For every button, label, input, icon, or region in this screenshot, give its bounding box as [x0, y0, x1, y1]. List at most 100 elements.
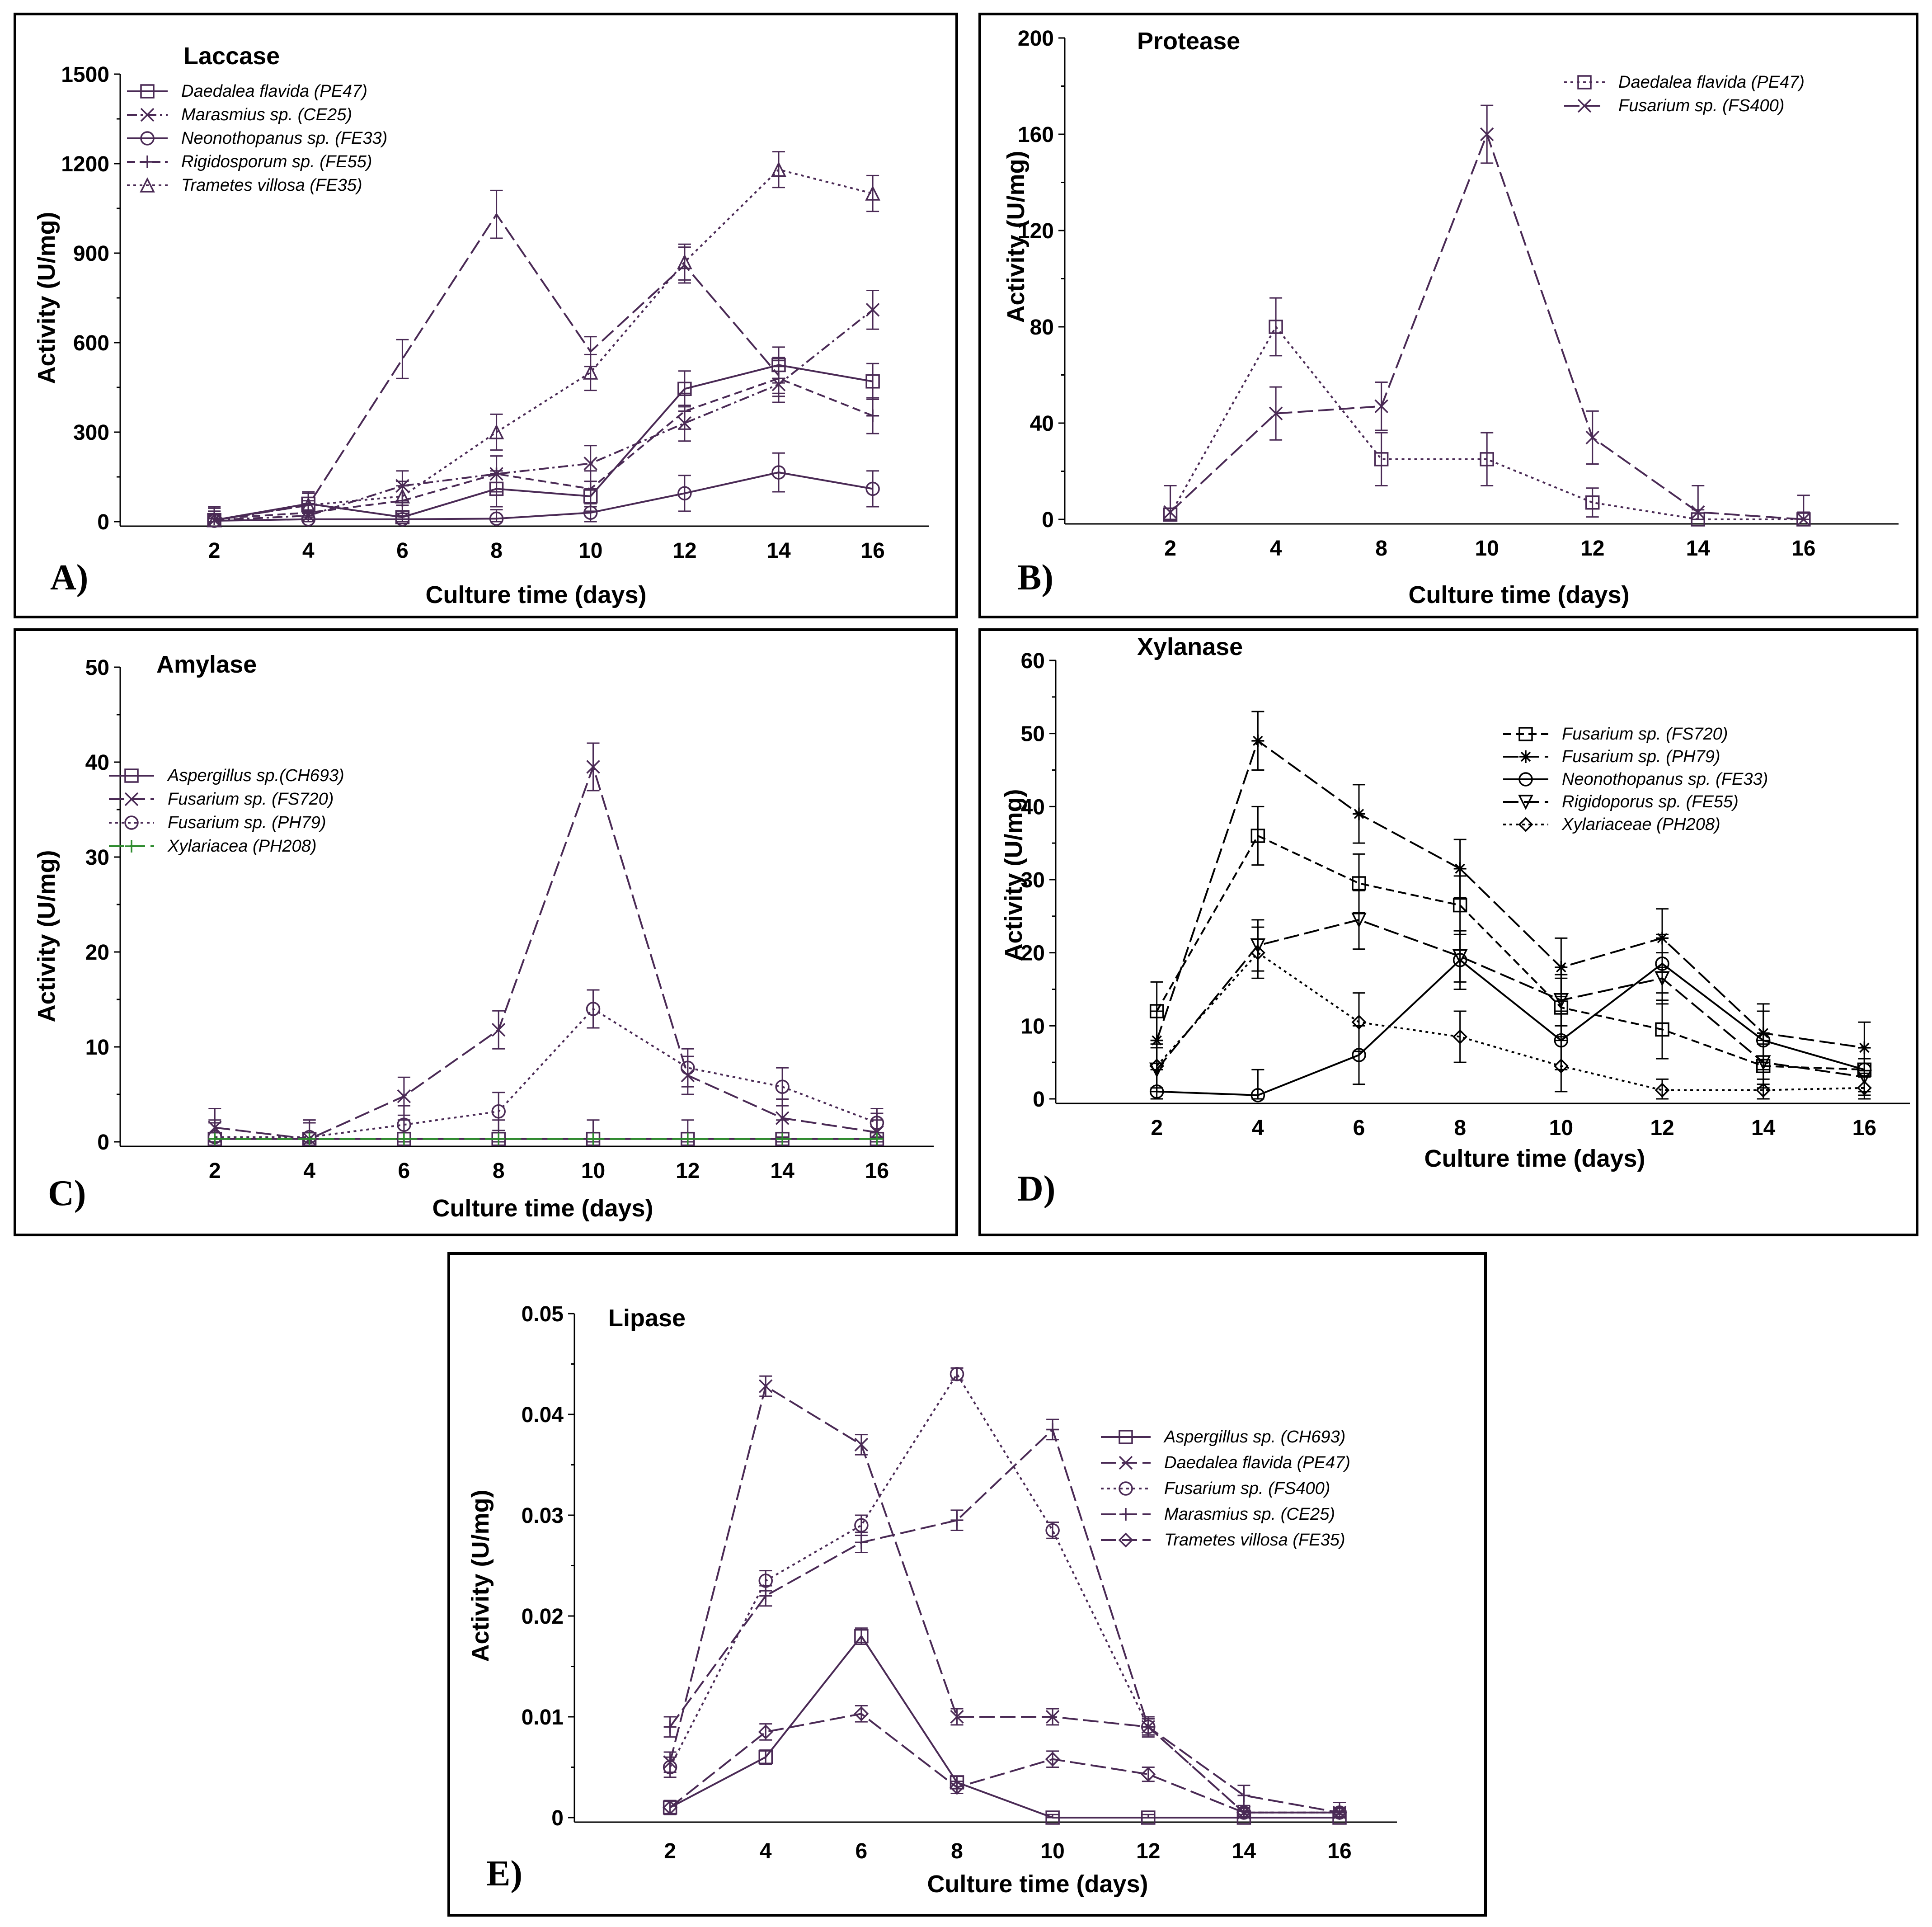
- legend-label: Fusarium sp. (PH79): [1562, 747, 1720, 766]
- data-point: [870, 1116, 884, 1130]
- legend-label: Fusarium sp. (PH79): [168, 813, 326, 832]
- series-trametes-villosa-fe35-: [663, 1705, 1347, 1820]
- legend-entry: Fusarium sp. (FS720): [1503, 725, 1728, 744]
- data-point: [395, 488, 410, 504]
- series-line: [1156, 834, 1865, 1071]
- error-bar: [1251, 806, 1264, 866]
- legend-label: Neonothopanus sp. (FE33): [181, 129, 387, 148]
- legend-entry: Fusarium sp. (PH79): [109, 813, 326, 832]
- data-point: [950, 1710, 964, 1724]
- data-point: [1142, 1720, 1155, 1734]
- chart-protease: 0 40 80 120 160 200 2 4 8 10 12 14 16 Protease Culture…: [1002, 27, 1899, 608]
- y-tick-label: 50: [85, 656, 109, 680]
- data-point: [1756, 1083, 1771, 1098]
- error-bar: [1555, 1040, 1568, 1093]
- data-point: [1655, 1083, 1670, 1098]
- data-point: [681, 1132, 694, 1145]
- error-bar: [1453, 930, 1467, 983]
- data-point: [584, 482, 597, 495]
- error-bar: [772, 151, 785, 188]
- legend-marker: [1119, 1481, 1133, 1496]
- data-point: [865, 185, 880, 201]
- x-tick-label: 4: [760, 1839, 772, 1863]
- data-point: [1045, 1523, 1060, 1538]
- panel-xylanase: 0 10 20 30 40 50 60 2 4 6 8 10 12 14 16 Xylanase Culture…: [978, 628, 1918, 1236]
- data-point: [771, 161, 786, 177]
- y-tick-label: 300: [73, 421, 109, 445]
- legend-label: Fusarium sp. (FS720): [168, 790, 334, 809]
- legend-label: Rigidosporum sp. (FE55): [181, 152, 372, 171]
- legend-marker: [1119, 1456, 1133, 1470]
- data-point: [950, 1780, 964, 1795]
- data-point: [491, 1022, 506, 1037]
- data-point: [303, 1132, 316, 1145]
- data-point: [771, 465, 786, 480]
- x-tick-label: 2: [1164, 537, 1176, 561]
- y-tick-label: 0.01: [522, 1706, 564, 1729]
- series-line: [215, 1008, 878, 1138]
- data-point: [775, 1079, 790, 1094]
- error-bar: [1453, 1010, 1467, 1063]
- legend-label: Neonothopanus sp. (FE33): [1562, 770, 1768, 789]
- panel-lipase: 0 0.01 0.02 0.03 0.04 0.05 2 4 6 8 10 12 14 16 Lipase C…: [447, 1252, 1487, 1917]
- data-point: [489, 424, 504, 439]
- series-fusarium-sp-fs400-: [1163, 104, 1811, 527]
- x-tick-label: 12: [1136, 1839, 1160, 1863]
- y-tick-label: 30: [1021, 868, 1045, 892]
- legend-label: Aspergillus sp.(CH693): [167, 766, 344, 785]
- y-tick-label: 0.03: [522, 1504, 564, 1528]
- data-point: [1553, 1058, 1569, 1074]
- chart-laccase: 0 300 600 900 1200 1500 2 4 6 8 10 12 14 16 Laccase Cul…: [33, 42, 929, 608]
- series-line: [1156, 952, 1865, 1091]
- error-bar: [1555, 974, 1568, 1027]
- data-point: [1163, 505, 1177, 519]
- data-point: [681, 1060, 695, 1075]
- legend-label: Xylariaceae (PH208): [1561, 815, 1720, 834]
- x-tick-label: 2: [208, 539, 221, 563]
- error-bar: [1237, 1808, 1250, 1818]
- data-point: [583, 457, 597, 471]
- x-tick-label: 4: [1252, 1116, 1264, 1140]
- legend-entry: Rigidoporus sp. (FE55): [1503, 792, 1739, 811]
- data-point: [1045, 1710, 1060, 1724]
- panel-amylase: 0 10 20 30 40 50 2 4 6 8 10 12 14 16 Amylase Culture ti…: [14, 628, 958, 1236]
- y-tick-label: 60: [1021, 649, 1045, 673]
- data-point: [1045, 1810, 1060, 1825]
- data-point: [1045, 1752, 1060, 1767]
- data-point: [586, 760, 600, 774]
- x-tick-label: 4: [303, 1159, 315, 1183]
- series-line: [1156, 739, 1865, 1049]
- x-tick-label: 6: [396, 539, 409, 563]
- legend-label: Trametes villosa (FE35): [1164, 1531, 1345, 1550]
- data-point: [758, 1724, 773, 1739]
- data-point: [678, 405, 691, 418]
- error-bar: [492, 1092, 505, 1131]
- legend-label: Fusarium sp. (FS400): [1164, 1479, 1330, 1498]
- legend-marker: [140, 108, 155, 122]
- error-bar: [490, 189, 503, 239]
- y-tick-label: 1500: [61, 63, 109, 87]
- panel-label: D): [1017, 1169, 1055, 1209]
- x-tick-label: 8: [1454, 1116, 1466, 1140]
- x-tick-label: 16: [865, 1159, 889, 1183]
- data-point: [950, 1367, 964, 1381]
- y-tick-label: 80: [1030, 316, 1054, 339]
- x-tick-label: 6: [1353, 1116, 1365, 1140]
- chart-title: Lipase: [608, 1305, 686, 1332]
- data-point: [1351, 1014, 1367, 1030]
- series-line: [669, 1428, 1340, 1814]
- data-point: [866, 409, 879, 422]
- legend-marker: [1518, 727, 1533, 741]
- x-tick-label: 16: [1852, 1116, 1876, 1140]
- error-bar: [302, 492, 315, 518]
- data-point: [586, 1002, 601, 1016]
- data-point: [1453, 1029, 1468, 1045]
- y-axis-title: Activity (U/mg): [33, 850, 60, 1022]
- data-point: [1250, 1088, 1265, 1102]
- data-point: [1857, 1080, 1872, 1096]
- legend-marker: [1118, 1532, 1133, 1548]
- error-bar: [1150, 1043, 1163, 1089]
- data-point: [776, 1132, 789, 1145]
- data-point: [1353, 807, 1366, 820]
- y-tick-label: 50: [1021, 722, 1045, 746]
